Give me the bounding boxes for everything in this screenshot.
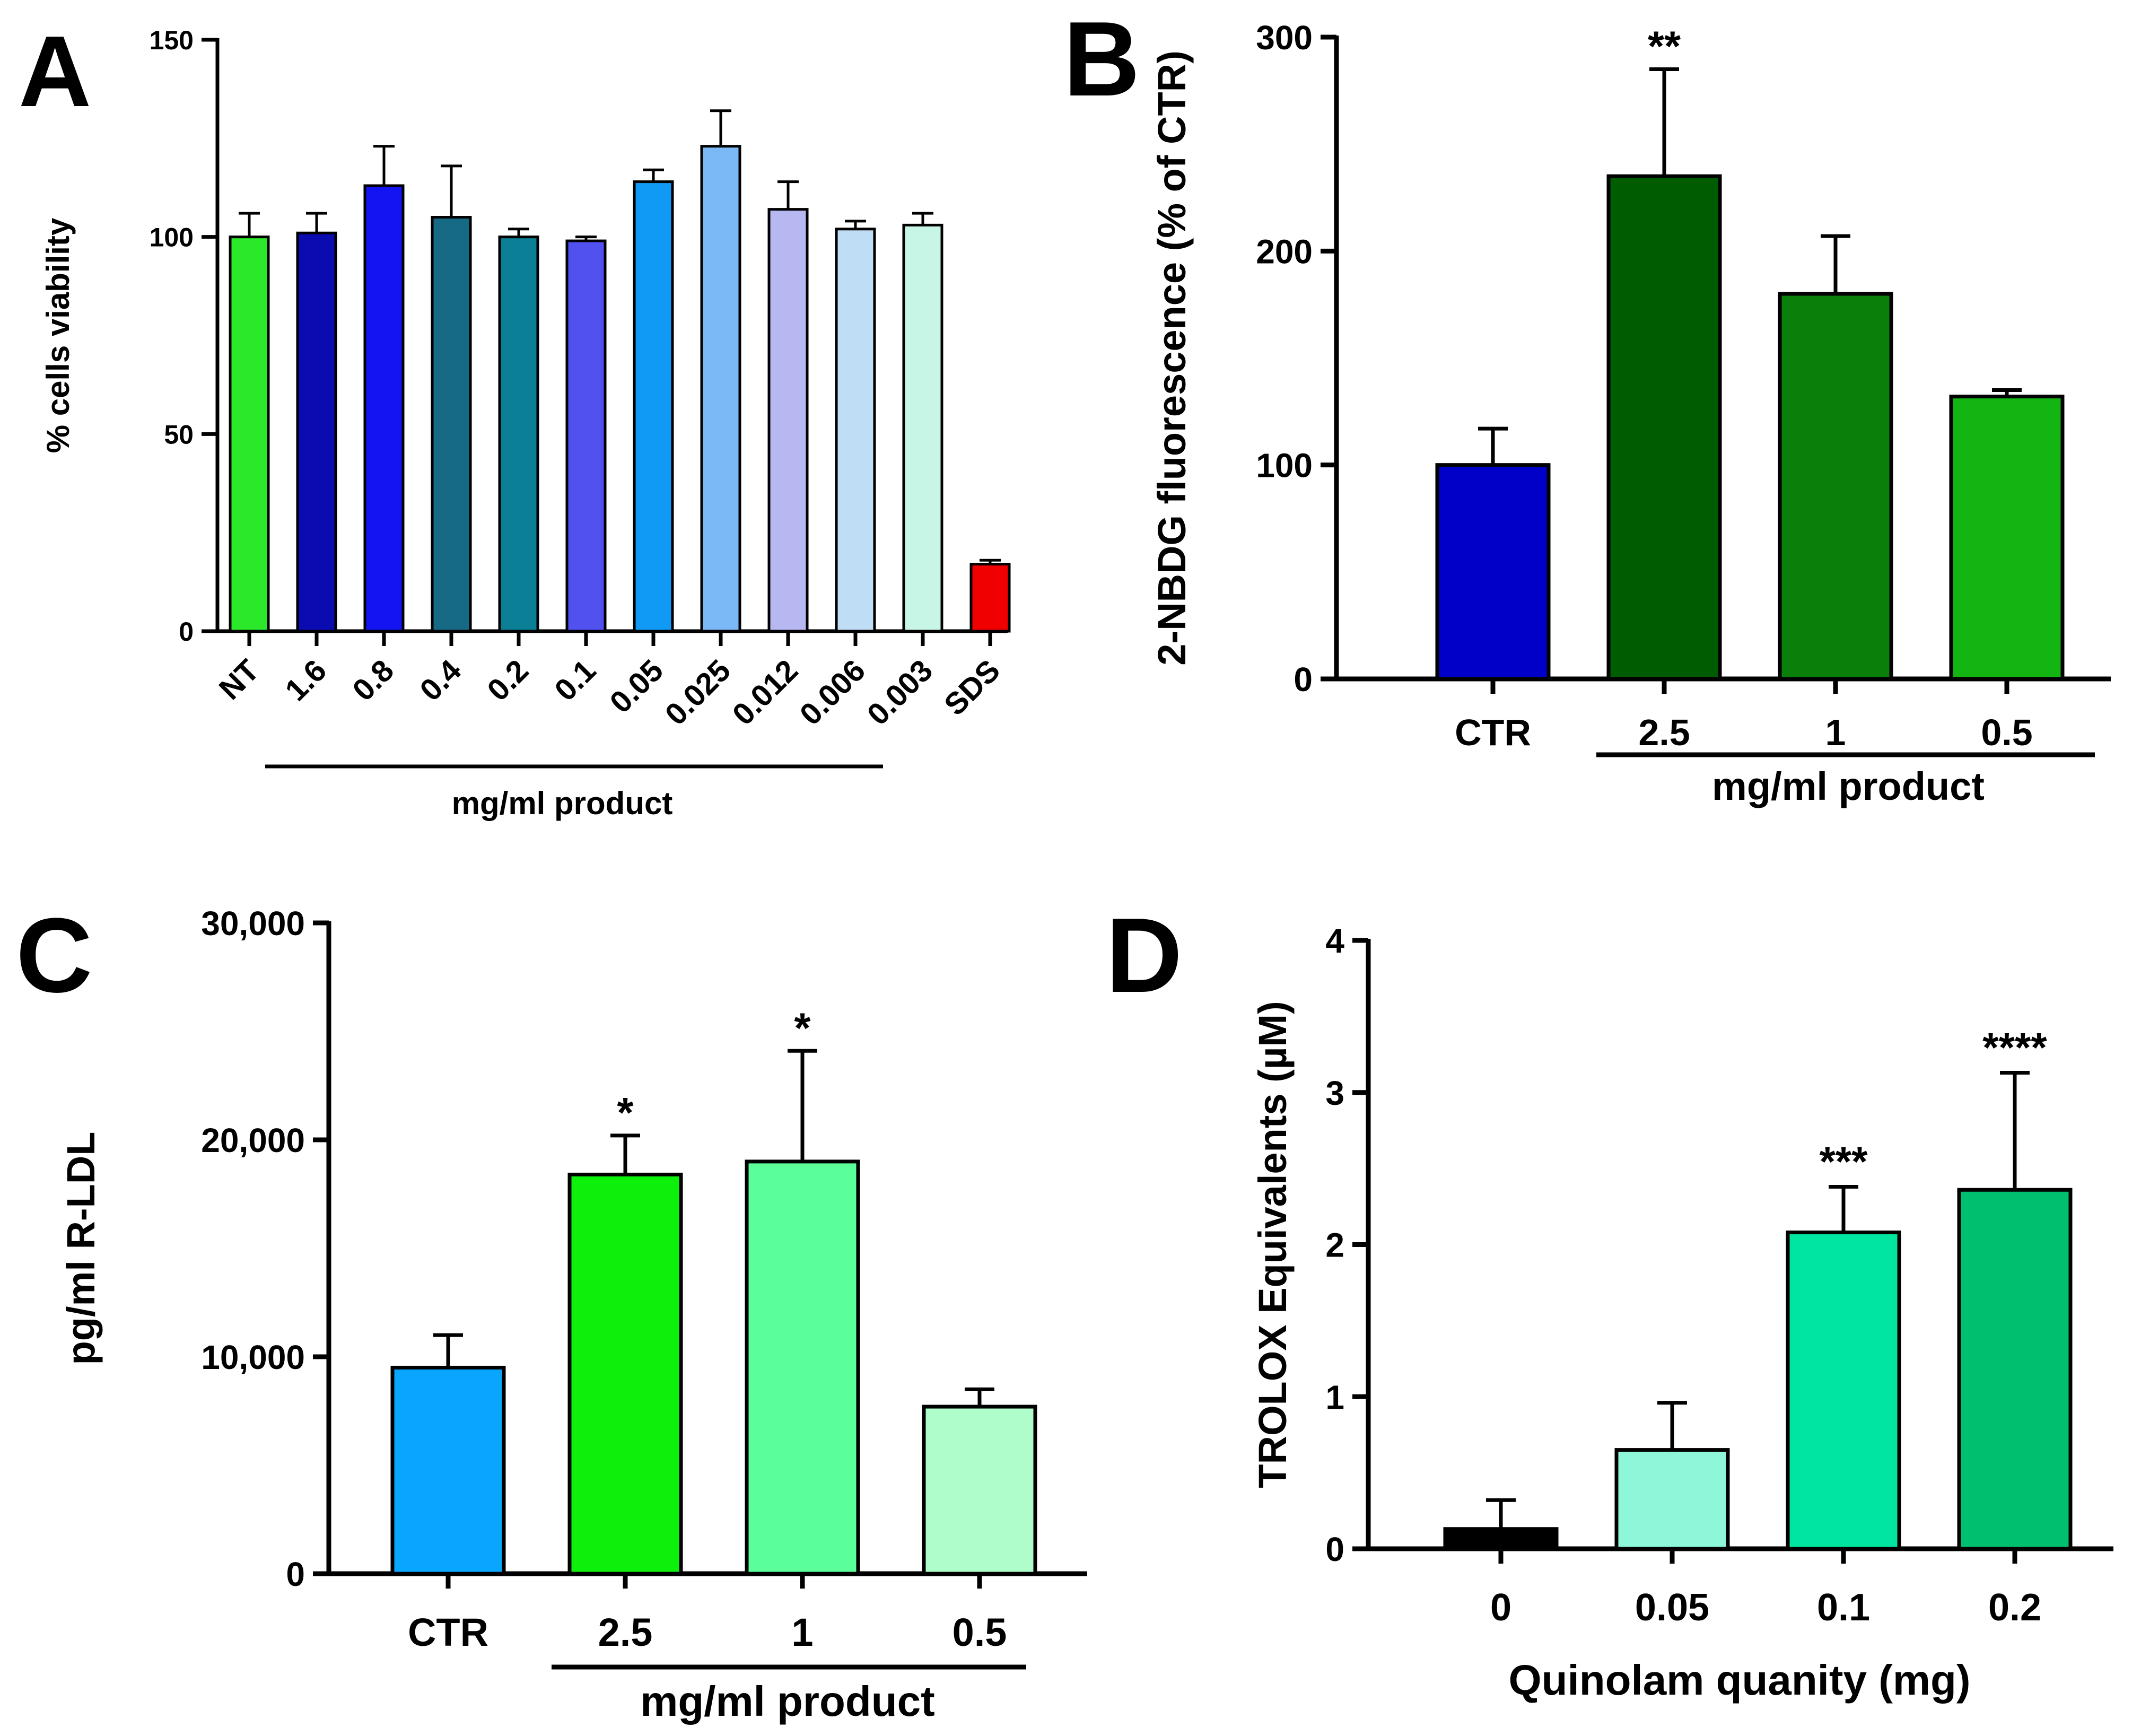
bar [229, 235, 270, 633]
panel-label: D [1106, 896, 1182, 1015]
y-tick-label: 30,000 [201, 904, 305, 943]
y-tick-label: 100 [1256, 447, 1313, 485]
x-tick-label: CTR [408, 1610, 488, 1654]
y-axis-label: % cells viability [40, 217, 76, 453]
y-tick-label: 100 [150, 223, 194, 252]
x-axis-label: mg/ml product [640, 1678, 935, 1725]
x-tick-label: 2.5 [598, 1610, 653, 1654]
x-tick-label: 1 [1825, 712, 1846, 753]
bar [969, 563, 1011, 633]
x-tick-label: 0.1 [548, 653, 602, 708]
panel-label: B [1063, 0, 1140, 118]
panel-d: D 0 1 2 3 4 TROLOX Equivalents (µM) 0 0.05 0.1 ***… [1106, 896, 2113, 1704]
bar [767, 208, 809, 633]
y-axis-label: TROLOX Equivalents (µM) [1251, 1001, 1295, 1488]
x-tick-label: 0.2 [1988, 1586, 2041, 1629]
bar [363, 184, 405, 633]
x-tick-label: 0.4 [413, 653, 468, 708]
x-tick-label: 0.2 [480, 653, 535, 708]
panel-c: C 0 10,000 20,000 30,000 pg/ml R-LDL CTR 2.5 * 1 *… [16, 896, 1087, 1725]
y-tick-label: 0 [1294, 660, 1313, 699]
y-axis-label: pg/ml R-LDL [59, 1132, 103, 1365]
bar [567, 1172, 683, 1576]
x-tick-label: 2.5 [1638, 712, 1690, 753]
x-tick-label: 0.003 [861, 653, 940, 732]
y-tick-label: 2 [1325, 1226, 1344, 1264]
x-tick-label: 1.6 [278, 653, 333, 708]
x-tick-label: 0.1 [1817, 1586, 1870, 1629]
y-tick-label: 20,000 [201, 1121, 305, 1159]
bar [1949, 395, 2065, 681]
x-tick-label: 0.8 [346, 653, 400, 708]
y-tick-label: 1 [1325, 1378, 1344, 1416]
y-tick-label: 150 [150, 25, 194, 55]
y-tick-label: 0 [179, 617, 194, 647]
bar [1606, 174, 1722, 681]
y-tick-label: 50 [164, 420, 194, 449]
x-tick-label: CTR [1455, 712, 1531, 753]
bar [1957, 1188, 2073, 1551]
bar [1778, 292, 1893, 681]
y-tick-label: 4 [1325, 922, 1344, 960]
x-tick-label: SDS [938, 653, 1007, 722]
x-tick-label: 0.012 [726, 653, 805, 732]
x-tick-label: 0.05 [603, 653, 670, 720]
x-tick-label: 0.05 [1635, 1586, 1709, 1629]
significance-marker: **** [1982, 1024, 2047, 1071]
y-tick-label: 0 [1325, 1530, 1344, 1568]
x-tick-label: 1 [791, 1610, 813, 1654]
y-tick-label: 300 [1256, 19, 1313, 57]
x-axis-label: Quinolam quanity (mg) [1508, 1656, 1970, 1704]
bar [431, 216, 472, 633]
y-axis-label: 2-NBDG fluorescence (% of CTR) [1150, 50, 1194, 665]
x-tick-label: 0.5 [1981, 712, 2032, 753]
bar [700, 145, 741, 633]
x-tick-label: 0.5 [952, 1610, 1007, 1654]
bar [745, 1159, 860, 1576]
x-axis-label: mg/ml product [1712, 764, 1985, 808]
y-tick-label: 10,000 [201, 1338, 305, 1376]
bar [1435, 463, 1551, 681]
bar [498, 235, 539, 633]
y-tick-label: 3 [1325, 1074, 1344, 1112]
x-tick-label: NT [213, 653, 266, 706]
bar [835, 228, 876, 633]
panel-label: A [19, 15, 91, 128]
bar [1443, 1527, 1559, 1551]
bar [1786, 1231, 1901, 1551]
x-tick-label: 0.006 [793, 653, 872, 732]
bar [390, 1365, 506, 1576]
bar [565, 239, 607, 633]
y-tick-label: 200 [1256, 232, 1313, 271]
panel-b: B 0 100 200 300 2-NBDG fluorescence (% of CTR… [1063, 0, 2111, 808]
x-tick-label: 0 [1490, 1586, 1511, 1629]
panel-label: C [16, 896, 92, 1015]
significance-marker: *** [1819, 1138, 1868, 1185]
significance-marker: * [794, 1004, 811, 1051]
bar [633, 180, 674, 633]
bar [296, 231, 337, 633]
x-tick-label: 0.025 [659, 653, 738, 732]
bar [902, 223, 943, 633]
bar [1614, 1448, 1730, 1551]
bar [922, 1404, 1037, 1576]
y-tick-label: 0 [286, 1555, 305, 1593]
significance-marker: * [617, 1089, 634, 1136]
x-axis-label: mg/ml product [452, 786, 673, 821]
significance-marker: ** [1648, 23, 1681, 70]
